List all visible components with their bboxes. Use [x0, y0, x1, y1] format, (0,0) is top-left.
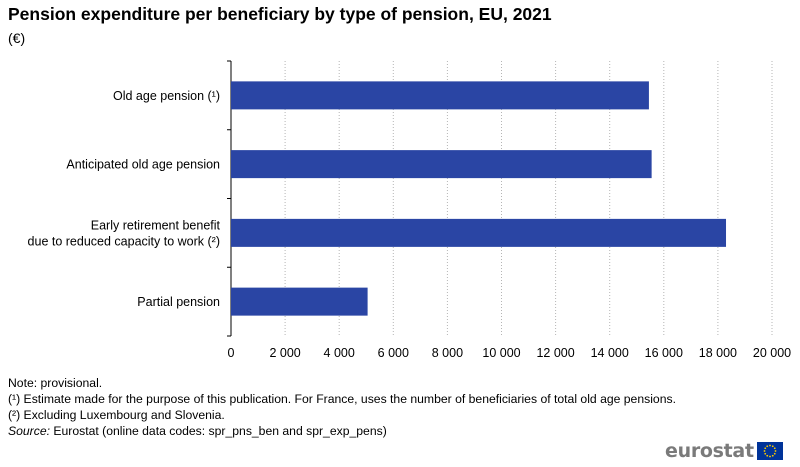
x-tick-label: 10 000	[482, 346, 520, 360]
category-label: Early retirement benefit	[91, 218, 221, 232]
note-provisional: Note: provisional.	[8, 376, 103, 390]
x-tick-label: 16 000	[645, 346, 683, 360]
x-tick-label: 6 000	[378, 346, 409, 360]
category-label: Partial pension	[137, 295, 220, 309]
x-tick-label: 20 000	[753, 346, 791, 360]
eurostat-logo: eurostat	[665, 440, 783, 462]
chart-title: Pension expenditure per beneficiary by t…	[8, 4, 552, 24]
eurostat-wordmark: eurostat	[665, 440, 754, 462]
category-label: Anticipated old age pension	[66, 158, 220, 172]
x-tick-label: 4 000	[324, 346, 355, 360]
bar	[231, 81, 649, 110]
x-tick-label: 0	[228, 346, 235, 360]
source-line: Source: Eurostat (online data codes: spr…	[8, 423, 708, 439]
footnote-1: (¹) Estimate made for the purpose of thi…	[8, 392, 676, 406]
x-tick-label: 8 000	[432, 346, 463, 360]
x-tick-label: 14 000	[591, 346, 629, 360]
source-label: Source:	[8, 424, 51, 438]
chart-subtitle: (€)	[8, 30, 26, 46]
bar	[231, 218, 727, 247]
x-tick-label: 2 000	[269, 346, 300, 360]
footnote-2: (²) Excluding Luxembourg and Slovenia.	[8, 408, 225, 422]
eu-flag-icon	[756, 442, 783, 460]
bar	[231, 150, 652, 179]
bar	[231, 287, 368, 316]
chart-notes: Note: provisional. (¹) Estimate made for…	[8, 375, 708, 439]
source-text: Eurostat (online data codes: spr_pns_ben…	[50, 424, 387, 438]
x-tick-label: 18 000	[699, 346, 737, 360]
x-tick-label: 12 000	[536, 346, 574, 360]
category-label: Old age pension (¹)	[113, 89, 220, 103]
category-label: due to reduced capacity to work (²)	[28, 234, 220, 248]
bar-chart: 0 2 000 4 000 6 000 8 000 10 000 12 000 14 000 1…	[28, 60, 791, 360]
